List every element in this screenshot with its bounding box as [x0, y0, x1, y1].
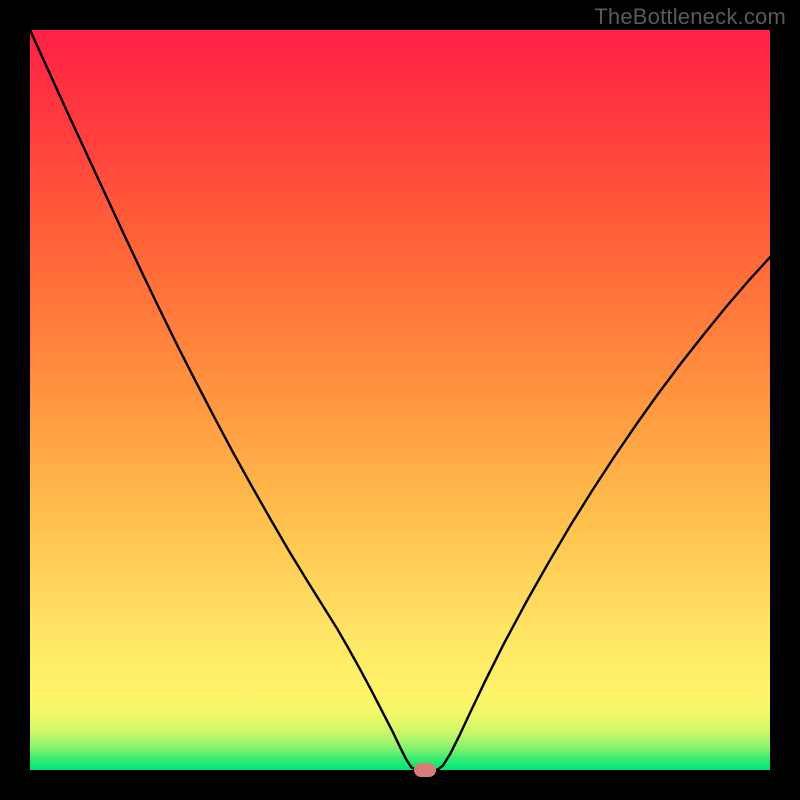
- canvas: TheBottleneck.com: [0, 0, 800, 800]
- watermark-text: TheBottleneck.com: [594, 4, 786, 30]
- bottleneck-curve: [30, 30, 770, 770]
- plot-area: [30, 30, 770, 770]
- optimum-marker: [414, 763, 436, 777]
